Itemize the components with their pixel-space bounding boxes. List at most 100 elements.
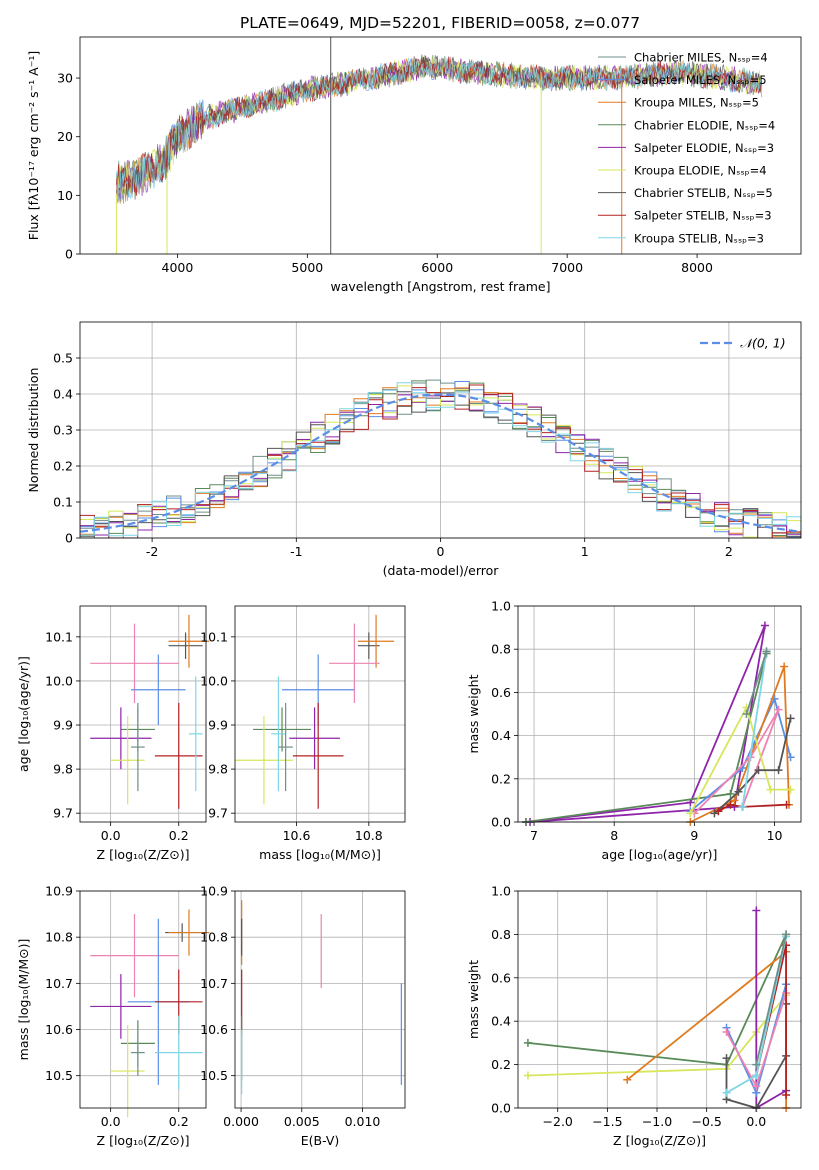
y-tick-label: 0 (65, 531, 73, 546)
weight-marker (722, 1088, 731, 1097)
x-tick-label: 0.0 (746, 1114, 766, 1129)
x-tick-label: −0.5 (691, 1114, 721, 1129)
age-vs-Z-panel: 0.0 0.2 9.7 9.8 9.9 10.0 10.1 Z [log₁₀(Z/Z⊙)] ag… (16, 605, 210, 862)
y-tick-label: 10.6 (200, 1022, 228, 1037)
x-tick-label: 1 (581, 544, 589, 559)
y-axis-label: mass weight (466, 960, 481, 1039)
y-tick-label: 10.9 (200, 884, 228, 899)
weight-marker (786, 785, 795, 794)
x-tick-label: −1.0 (642, 1114, 672, 1129)
y-axis-label: age [log₁₀(age/yr)] (16, 656, 31, 772)
legend-label: Salpeter STELIB, Nₛₛₚ=3 (634, 209, 772, 223)
x-tick-label: 6000 (421, 260, 453, 275)
weight-marker (523, 1038, 532, 1047)
weight-line-6 (713, 718, 792, 815)
x-tick-label: −1.5 (592, 1114, 622, 1129)
mass-weight-vs-Z-panel: −2.0 −1.5 −1.0 −0.5 0.0 0.0 0.2 0.4 0.6 0.8 1.0 Z [… (466, 884, 802, 1148)
weight-marker (752, 906, 761, 915)
weight-marker (734, 787, 743, 796)
y-tick-label: 0.4 (53, 387, 73, 402)
x-tick-label: 0.0 (101, 828, 121, 843)
legend-label: Salpeter MILES, Nₛₛₚ=5 (634, 73, 767, 87)
weight-marker (774, 705, 783, 714)
mass-vs-Z-panel: 0.0 0.2 10.5 10.6 10.7 10.8 10.9 Z [log₁₀(Z/Z⊙)… (16, 884, 210, 1148)
y-tick-label: 10 (57, 188, 73, 203)
weight-line-7 (717, 803, 787, 812)
y-tick-label: 1.0 (491, 884, 511, 899)
spectrum-legend: Chabrier MILES, Nₛₛₚ=4 Salpeter MILES, Nₛ… (598, 51, 775, 245)
gaussian-curve (80, 393, 801, 533)
y-tick-label: 0.4 (491, 728, 511, 743)
weight-marker (782, 800, 791, 809)
y-tick-label: 9.8 (53, 762, 73, 777)
y-axis-label: mass [log₁₀(M/M⊙)] (16, 939, 31, 1061)
weight-marker (686, 809, 695, 818)
weight-marker (730, 796, 739, 805)
spectrum-lines (115, 37, 763, 254)
weight-marker (762, 647, 771, 656)
y-tick-label: 0.4 (491, 1014, 511, 1029)
x-tick-label: 8000 (681, 260, 713, 275)
y-tick-label: 0.8 (491, 642, 511, 657)
axes-frame (234, 890, 406, 1109)
legend-label: Chabrier STELIB, Nₛₛₚ=5 (634, 186, 773, 200)
legend-label: Salpeter ELODIE, Nₛₛₚ=3 (634, 141, 774, 155)
histogram-legend: 𝒩(0, 1) (700, 336, 786, 351)
axes-frame (79, 605, 207, 823)
figure-title: PLATE=0649, MJD=52201, FIBERID=0058, z=0… (240, 14, 640, 32)
axes-frame (234, 605, 406, 823)
weight-marker (782, 930, 791, 939)
x-tick-label: 10.6 (283, 828, 311, 843)
y-tick-label: 1.0 (491, 599, 511, 614)
x-axis-label: E(B-V) (301, 1133, 340, 1148)
y-tick-label: 0.6 (491, 685, 511, 700)
x-tick-label: 5000 (291, 260, 323, 275)
x-tick-label: 8 (610, 828, 618, 843)
x-axis-label: mass [log₁₀(M/M⊙)] (259, 847, 381, 862)
x-tick-label: 7 (530, 828, 538, 843)
mass-vs-EBV-panel: 0.000 0.005 0.010 10.5 10.6 10.7 10.8 10.9 E(B-V… (200, 884, 406, 1148)
weight-line-0 (525, 625, 766, 823)
y-tick-label: 10.0 (200, 673, 228, 688)
weight-marker (752, 1060, 761, 1069)
x-tick-label: 0 (437, 544, 445, 559)
weight-line-5 (689, 705, 791, 814)
weight-marker (742, 710, 751, 718)
legend-label: Chabrier MILES, Nₛₛₚ=4 (634, 51, 768, 65)
y-tick-label: 0.5 (53, 351, 73, 366)
x-tick-label: 4000 (162, 260, 194, 275)
weight-marker (752, 1082, 761, 1091)
x-axis-label: Z [log₁₀(Z/Z⊙)] (97, 847, 190, 862)
legend-label: Kroupa ELODIE, Nₛₛₚ=4 (634, 164, 767, 178)
axes-frame (517, 890, 802, 1109)
histogram-panel: -2 -1 0 1 2 0 0.1 0.2 0.3 0.4 0.5 (data-model)/erro… (26, 321, 802, 578)
y-tick-label: 10.8 (200, 930, 228, 945)
y-tick-label: 10.1 (45, 629, 73, 644)
weight-marker (774, 766, 783, 775)
y-tick-label: 20 (57, 129, 73, 144)
weight-marker (726, 800, 735, 809)
x-tick-label: 0.0 (101, 1114, 121, 1129)
weight-line-8 (741, 651, 768, 808)
y-tick-label: 30 (57, 71, 73, 86)
x-tick-label: 0.2 (169, 1114, 189, 1129)
spectrum-line-8 (116, 55, 763, 202)
x-tick-label: 10.8 (355, 828, 383, 843)
weight-marker (786, 714, 795, 723)
y-tick-label: 10.0 (45, 673, 73, 688)
y-axis-label: mass weight (466, 674, 481, 753)
y-tick-label: 10.8 (45, 930, 73, 945)
y-axis-label: Normed distribution (26, 368, 41, 493)
weight-line-9 (755, 934, 787, 1065)
y-tick-label: 0.6 (491, 970, 511, 985)
x-tick-label: 9 (690, 828, 698, 843)
y-tick-label: 10.9 (45, 884, 73, 899)
y-tick-label: 10.7 (45, 976, 73, 991)
weight-marker (726, 789, 735, 798)
y-tick-label: 9.9 (53, 718, 73, 733)
weight-marker (738, 802, 747, 811)
age-vs-mass-panel: 10.6 10.8 9.7 9.8 9.9 10.0 10.1 mass [log₁₀(M/M… (200, 605, 406, 862)
y-tick-label: 0.2 (491, 771, 511, 786)
weight-marker (760, 621, 769, 630)
y-tick-label: 9.9 (208, 718, 228, 733)
